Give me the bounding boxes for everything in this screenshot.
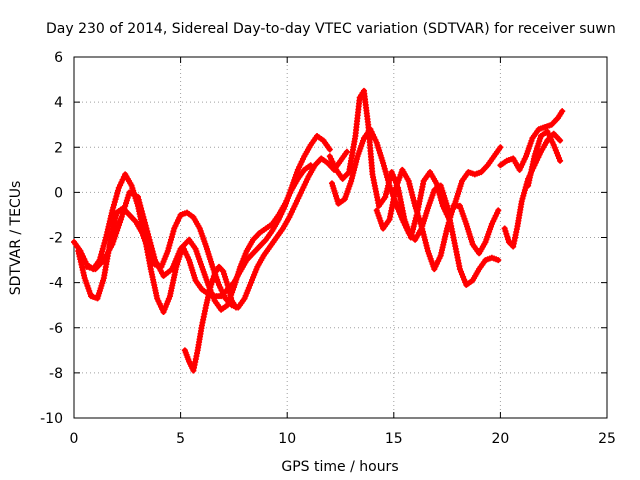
y-tick-label: 0 [54, 185, 63, 201]
data-point-marker [233, 304, 240, 311]
x-tick-label: 0 [70, 431, 79, 447]
data-point-marker [557, 137, 564, 144]
data-point-marker [326, 146, 333, 153]
series-trace-8 [502, 131, 563, 249]
data-point-marker [497, 144, 504, 151]
x-tick-label: 10 [278, 431, 296, 447]
data-point-marker [495, 257, 502, 264]
x-axis-label: GPS time / hours [281, 459, 398, 475]
plot-frame [73, 56, 608, 419]
y-tick-label: 4 [54, 95, 63, 111]
y-tick-label: 2 [54, 140, 63, 156]
series-line [502, 131, 563, 249]
y-tick-label: -4 [49, 276, 63, 292]
chart-title: Day 230 of 2014, Sidereal Day-to-day VTE… [46, 21, 616, 37]
x-tick-label: 5 [176, 431, 185, 447]
y-tick-label: -6 [49, 321, 63, 337]
y-tick-label: -10 [40, 411, 63, 427]
y-tick-label: 6 [54, 50, 63, 66]
data-point-marker [307, 162, 314, 169]
grid-lines [74, 57, 607, 418]
data-point-marker [557, 157, 564, 164]
x-tick-label: 20 [491, 431, 509, 447]
y-axis-label: SDTVAR / TECUs [8, 181, 24, 296]
axis-ticks: -10 -8 -6 -4 -2 0 2 4 6 0 5 10 15 20 25 [40, 50, 616, 447]
x-tick-label: 25 [598, 431, 616, 447]
data-point-marker [559, 108, 566, 115]
x-tick-label: 15 [385, 431, 403, 447]
data-point-marker [343, 148, 350, 155]
y-tick-label: -2 [49, 231, 63, 247]
y-tick-label: -8 [49, 366, 63, 382]
data-markers [71, 87, 566, 374]
data-point-marker [495, 207, 502, 214]
